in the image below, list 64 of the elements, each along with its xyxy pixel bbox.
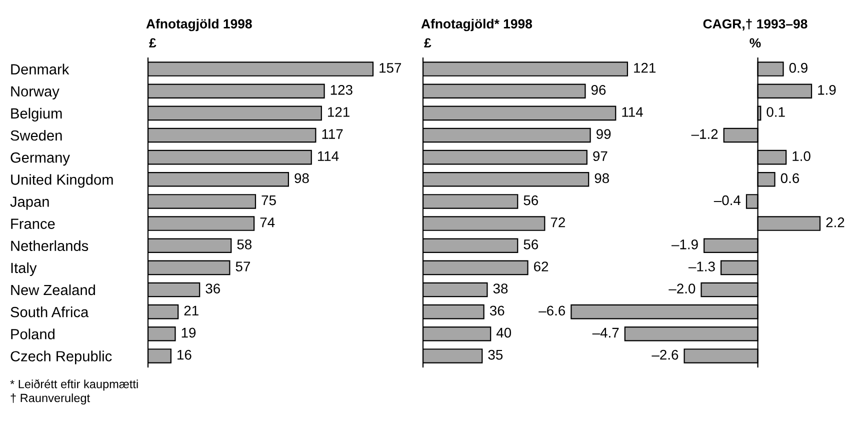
data-label: 38 (493, 284, 508, 294)
data-label: 1.9 (818, 85, 836, 95)
y-tick-label: United Kingdom (11, 174, 113, 188)
data-label: 114 (622, 107, 643, 117)
y-tick-label: Czech Republic (10, 350, 112, 364)
y-tick-label: Japan (10, 196, 49, 210)
data-label: 98 (294, 173, 309, 184)
data-label: –2.0 (668, 284, 696, 294)
chart-title: Afnotagjöld* 1998 (421, 18, 532, 32)
data-label: 62 (534, 262, 548, 272)
data-label: 0.6 (780, 173, 800, 184)
data-label: 40 (496, 328, 512, 338)
data-label: 56 (524, 240, 538, 250)
chart-title: Afnotagjöld 1998 (146, 18, 252, 32)
data-label: 98 (594, 173, 609, 184)
data-label: 36 (206, 284, 220, 294)
data-label: 157 (380, 63, 402, 73)
data-label: 19 (182, 328, 196, 338)
chart-subtitle: £ (149, 38, 156, 48)
data-label: 117 (322, 129, 343, 139)
data-label: –1.9 (672, 240, 698, 250)
data-label: 0.9 (789, 62, 808, 73)
y-tick-label: Poland (11, 328, 54, 340)
data-label: 1.0 (792, 151, 810, 162)
data-label: 2.2 (826, 217, 844, 228)
data-label: 99 (596, 129, 611, 139)
data-label: 75 (262, 196, 276, 206)
data-label: 36 (490, 306, 504, 316)
chart-title: CAGR,† 1993–98 (703, 18, 808, 30)
chart-subtitle: £ (424, 38, 432, 48)
data-label: 21 (184, 306, 198, 316)
data-label: 72 (550, 217, 565, 228)
data-label: 97 (593, 151, 608, 162)
y-tick-label: New Zealand (11, 284, 95, 296)
data-label: 57 (236, 262, 250, 272)
y-tick-label: Belgium (11, 108, 62, 122)
data-label: –0.4 (714, 195, 741, 206)
data-label: 58 (237, 240, 252, 250)
data-label: –1.2 (691, 129, 718, 139)
chart-subtitle: % (750, 38, 761, 48)
data-label: –6.6 (538, 306, 566, 316)
data-label: 121 (328, 107, 350, 117)
y-tick-label: Norway (11, 86, 60, 100)
data-label: –2.6 (652, 350, 678, 360)
data-label: 96 (591, 85, 606, 95)
text: * Leiðrétt eftir kaupmætti (10, 379, 138, 391)
y-tick-label: Sweden (10, 130, 62, 141)
y-tick-label: Germany (10, 152, 70, 166)
data-label: 123 (330, 85, 352, 95)
data-label: 74 (260, 218, 275, 228)
data-label: 0.1 (766, 107, 785, 117)
y-tick-label: Denmark (11, 64, 70, 74)
data-label: 56 (524, 195, 538, 206)
y-tick-label: Italy (11, 262, 37, 276)
y-tick-label: South Africa (10, 306, 89, 318)
y-tick-label: Netherlands (11, 240, 88, 252)
data-label: 114 (318, 151, 339, 161)
data-label: –4.7 (592, 328, 619, 338)
data-label: –1.3 (688, 262, 715, 272)
y-tick-label: France (11, 218, 55, 229)
data-label: 121 (634, 62, 656, 73)
text: † Raunverulegt (10, 393, 90, 405)
data-label: 35 (488, 350, 503, 360)
data-label: 16 (178, 350, 192, 360)
